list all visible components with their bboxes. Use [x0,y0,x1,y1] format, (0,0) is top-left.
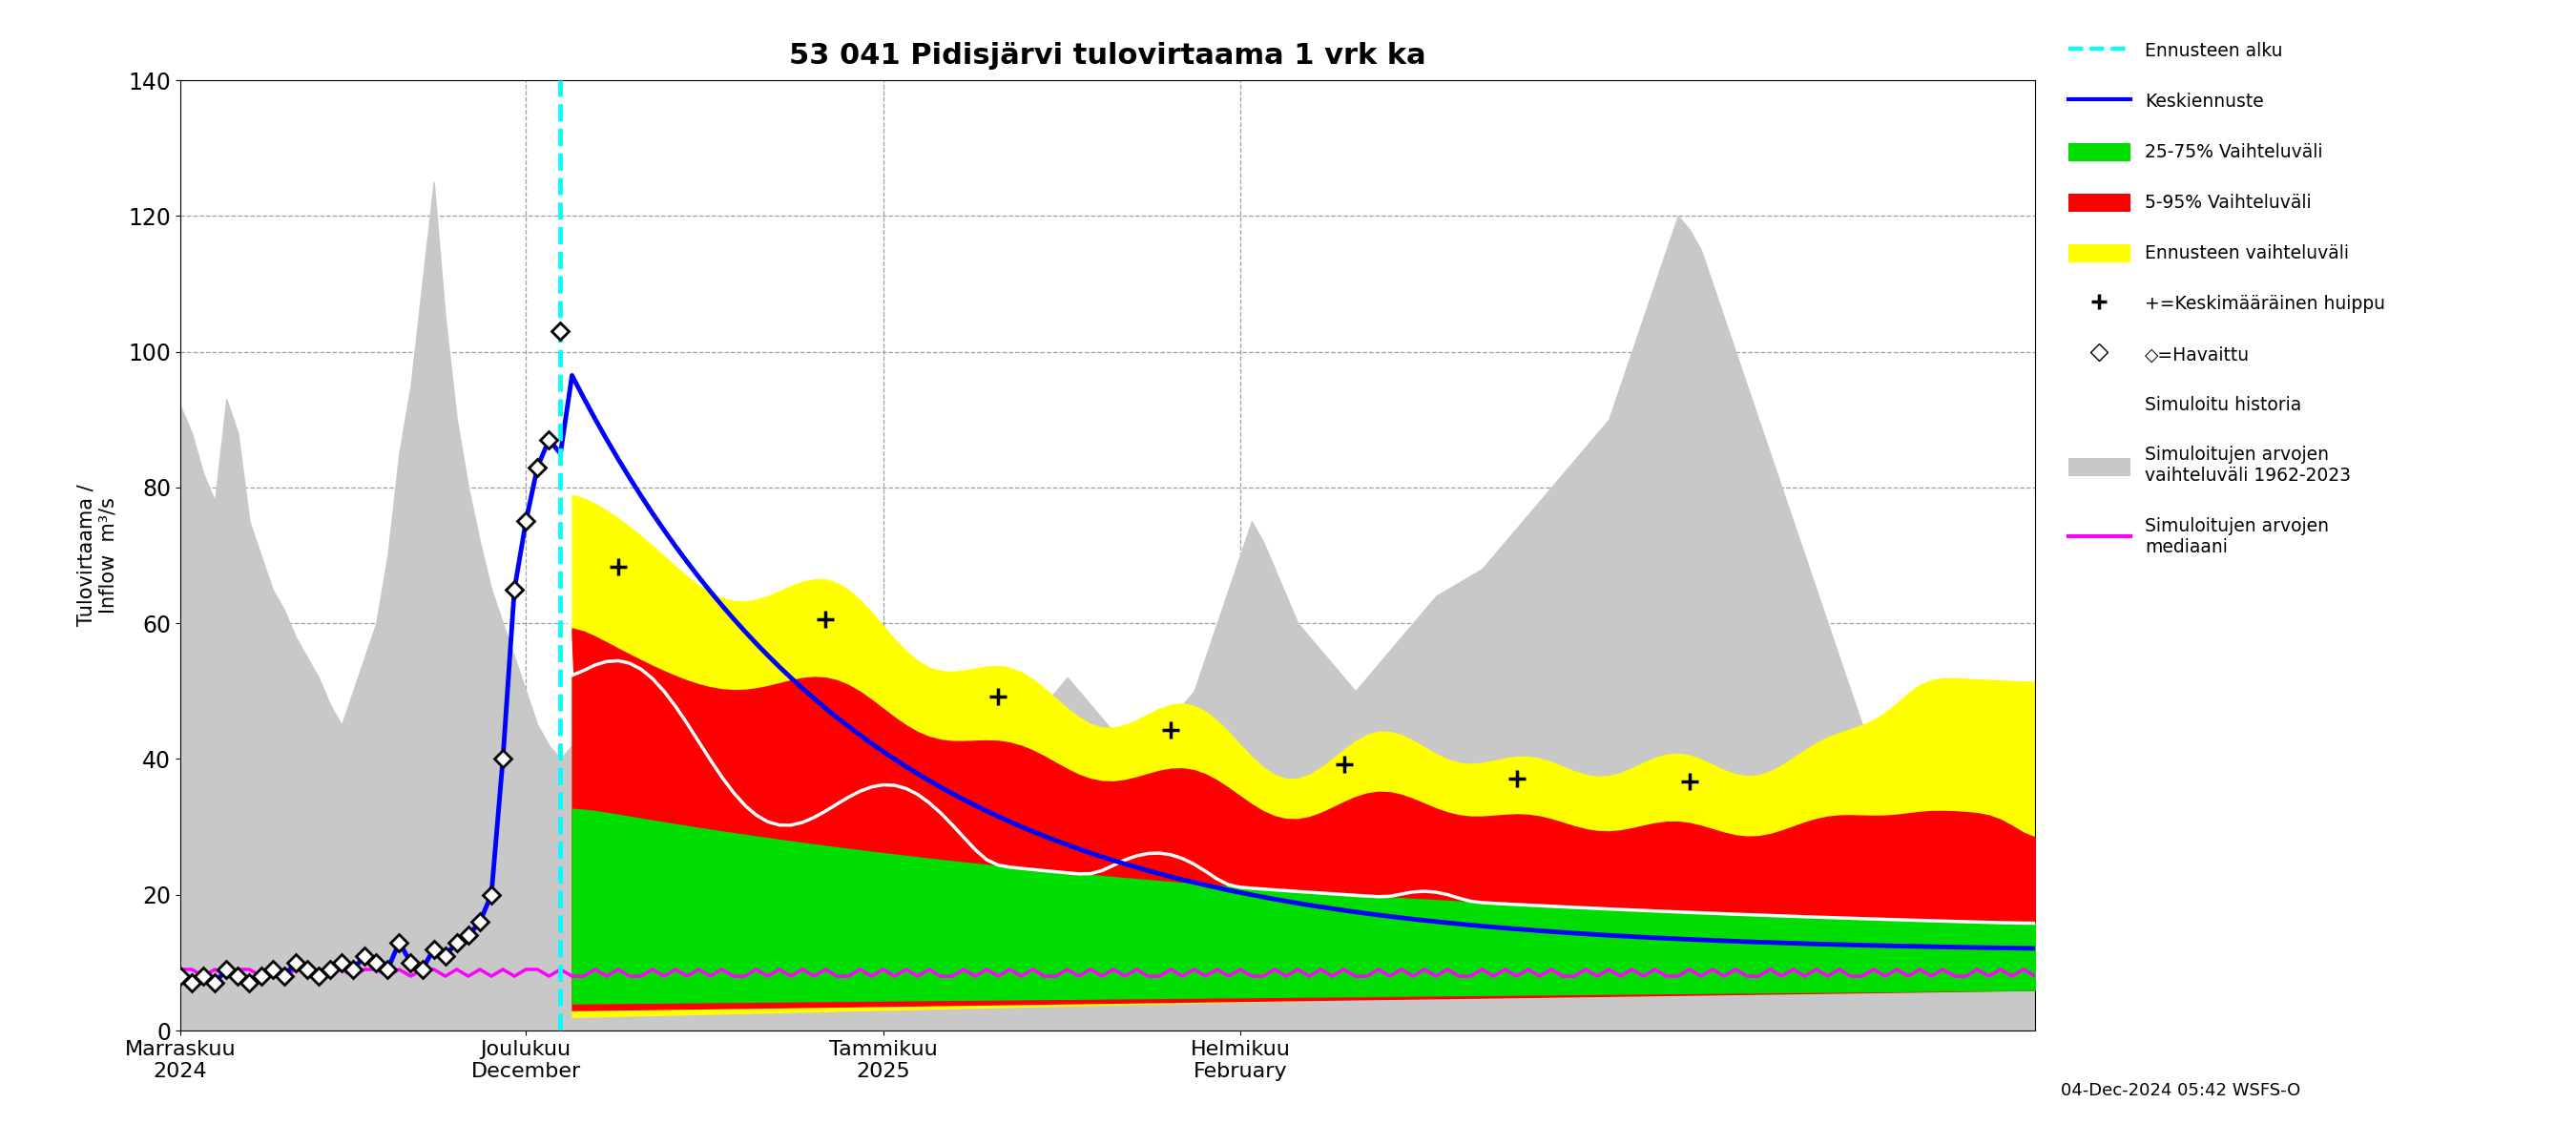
Legend: Ennusteen alku, , Keskiennuste, , 25-75% Vaihteluväli, , 5-95% Vaihteluväli, , E: Ennusteen alku, , Keskiennuste, , 25-75%… [2061,34,2393,563]
Y-axis label: Tulovirtaama /
Inflow  m³/s: Tulovirtaama / Inflow m³/s [77,484,118,626]
Title: 53 041 Pidisjärvi tulovirtaama 1 vrk ka: 53 041 Pidisjärvi tulovirtaama 1 vrk ka [788,42,1427,70]
Text: 04-Dec-2024 05:42 WSFS-O: 04-Dec-2024 05:42 WSFS-O [2061,1082,2300,1099]
